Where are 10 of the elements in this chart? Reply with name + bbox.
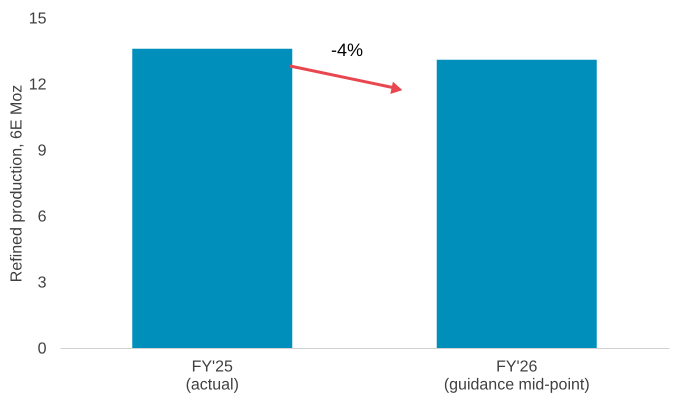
y-tick-label: 9 xyxy=(38,142,47,160)
y-tick-label: 6 xyxy=(38,208,47,226)
y-tick-label: 0 xyxy=(38,340,47,358)
annotation: -4% xyxy=(330,40,364,60)
y-tick-label: 12 xyxy=(28,76,47,94)
y-tick-label: 15 xyxy=(28,10,47,28)
y-axis-title: Refined production, 6E Moz xyxy=(8,84,26,282)
x-tick-label: FY'25 (actual) xyxy=(186,358,239,394)
x-tick-label: FY'26 (guidance mid-point) xyxy=(444,358,590,394)
y-tick-label: 3 xyxy=(38,274,47,292)
